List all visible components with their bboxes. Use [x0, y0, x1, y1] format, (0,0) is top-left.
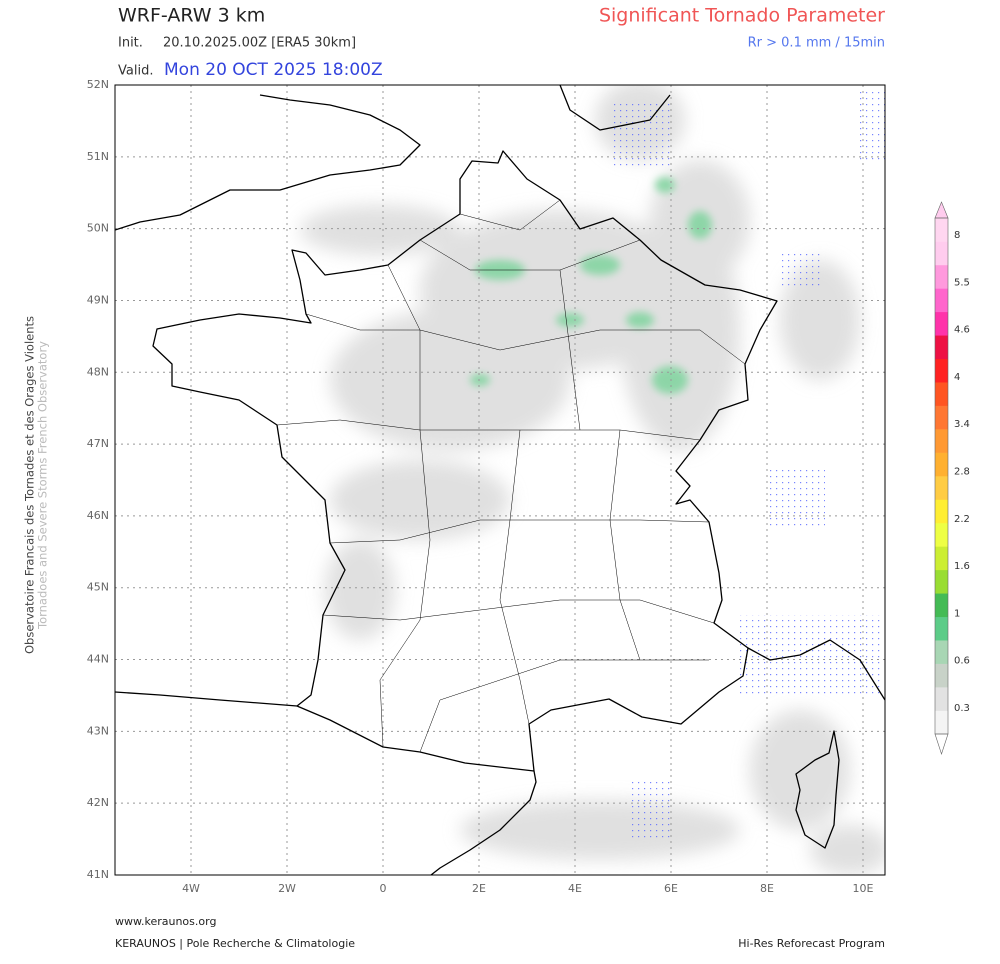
colorbar-arrow-bottom [934, 733, 949, 755]
colorbar-segment [935, 640, 948, 664]
graticule: 52N 51N 50N 49N 48N 47N 46N 45N 44N 43N 42N 41N 4W 2W… [87, 78, 885, 895]
colorbar-segment [935, 687, 948, 711]
colorbar-label: 3.4 [954, 419, 970, 430]
coastlines [115, 85, 885, 875]
map-field [300, 85, 885, 875]
colorbar-segment [935, 288, 948, 313]
colorbar-label: 2.8 [954, 467, 970, 478]
lat-label: 44N [87, 653, 109, 666]
colorbar-segment [935, 358, 948, 383]
colorbar-label: 2.2 [954, 514, 970, 525]
footer-org: KERAUNOS | Pole Recherche & Climatologie [115, 937, 355, 950]
side-line2: Tornadoes and Severe Storms French Obser… [36, 341, 50, 630]
colorbar-segment [935, 452, 948, 477]
colorbar-segment [935, 264, 948, 289]
colorbar-segment [935, 616, 948, 641]
lon-label: 10E [853, 882, 874, 895]
side-line1: Observatoire Francais des Tornades et de… [23, 316, 37, 654]
colorbar-segment [935, 522, 948, 547]
colorbar-segment [935, 593, 948, 618]
colorbar-segment [935, 546, 948, 571]
colorbar-arrow-top [934, 201, 949, 219]
colorbar-segment [935, 405, 948, 430]
colorbar-segment [935, 382, 948, 406]
colorbar-label: 1.6 [954, 561, 970, 572]
colorbar-segment [935, 569, 948, 594]
model-title: WRF-ARW 3 km [118, 5, 265, 27]
lat-label: 45N [87, 581, 109, 594]
lat-label: 46N [87, 509, 109, 522]
colorbar: 8 5.5 4.6 4 3.4 2.8 2.2 1.6 1 0.6 0.3 [934, 201, 970, 755]
colorbar-label: 5.5 [954, 277, 970, 288]
side-credits: Observatoire Francais des Tornades et de… [23, 316, 50, 654]
colorbar-segment [935, 663, 948, 688]
colorbar-segment [935, 710, 948, 735]
colorbar-label: 8 [954, 230, 960, 241]
colorbar-segment [935, 218, 948, 242]
threshold: Rr > 0.1 mm / 15min [748, 36, 885, 51]
valid-label: Valid. [118, 64, 153, 79]
lon-label: 8E [760, 882, 774, 895]
lat-label: 51N [87, 150, 109, 163]
lat-label: 52N [87, 78, 109, 91]
lat-label: 48N [87, 365, 109, 378]
lat-label: 41N [87, 868, 109, 881]
init-value: 20.10.2025.00Z [ERA5 30km] [163, 36, 356, 51]
colorbar-segment [935, 476, 948, 500]
lat-label: 42N [87, 796, 109, 809]
colorbar-segment [935, 311, 948, 336]
lon-label: 4W [182, 882, 200, 895]
colorbar-label: 4 [954, 372, 960, 383]
footer-program: Hi-Res Reforecast Program [738, 937, 885, 950]
colorbar-label: 0.6 [954, 656, 970, 667]
colorbar-segment [935, 429, 948, 453]
lon-label: 2W [278, 882, 296, 895]
colorbar-label: 0.3 [954, 703, 970, 714]
lon-label: 4E [568, 882, 582, 895]
footer-website: www.keraunos.org [115, 915, 216, 928]
colorbar-label: 4.6 [954, 325, 970, 336]
lat-label: 47N [87, 437, 109, 450]
lon-label: 0 [380, 882, 387, 895]
colorbar-outline [934, 217, 949, 735]
lat-label: 43N [87, 724, 109, 737]
parameter-title: Significant Tornado Parameter [599, 5, 885, 27]
init-label: Init. [118, 36, 143, 51]
lon-label: 6E [664, 882, 678, 895]
map-frame [114, 84, 886, 876]
valid-value: Mon 20 OCT 2025 18:00Z [164, 60, 383, 80]
colorbar-segment [935, 335, 948, 360]
lat-label: 50N [87, 222, 109, 235]
colorbar-segment [935, 499, 948, 524]
colorbar-segment [935, 241, 948, 266]
lat-label: 49N [87, 293, 109, 306]
lon-label: 2E [472, 882, 486, 895]
colorbar-label: 1 [954, 608, 960, 619]
